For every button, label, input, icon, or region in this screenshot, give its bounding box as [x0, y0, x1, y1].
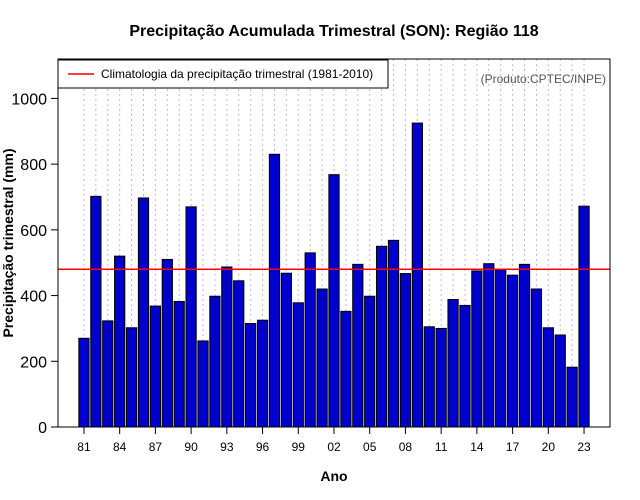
bars — [78, 122, 590, 428]
bar-1989 — [173, 300, 185, 428]
x-axis: 81 84 87 90 93 96 99 02 05 08 11 14 17 20 23 — [77, 427, 591, 454]
x-axis-title: Ano — [320, 468, 347, 484]
y-axis-title: Precipitação trimestral (mm) — [0, 148, 16, 337]
y-tick-label: 200 — [20, 354, 47, 371]
bar-1986 — [137, 197, 150, 428]
bar-2005 — [364, 295, 376, 428]
x-tick-label: 20 — [542, 440, 556, 454]
bar-2016 — [495, 269, 507, 428]
bar-1981 — [78, 337, 90, 428]
bar-1988 — [161, 258, 173, 428]
bar-1995 — [245, 323, 257, 428]
legend-label: Climatologia da precipitação trimestral … — [101, 67, 373, 81]
bar-1984 — [114, 255, 126, 428]
bar-2014 — [471, 270, 483, 428]
x-tick-label: 17 — [506, 440, 520, 454]
bar-2019 — [530, 288, 543, 428]
x-tick-label: 84 — [113, 440, 127, 454]
bar-1996 — [256, 319, 269, 428]
legend: Climatologia da precipitação trimestral … — [57, 59, 389, 89]
y-axis: 0 200 400 600 800 1000 — [11, 91, 58, 437]
bar-2021 — [554, 334, 566, 428]
y-tick-label: 400 — [20, 289, 47, 306]
x-tick-label: 90 — [184, 440, 198, 454]
bar-1987 — [149, 305, 162, 428]
bar-2018 — [518, 263, 531, 428]
bar-2011 — [435, 327, 447, 428]
bar-1985 — [125, 327, 138, 428]
x-tick-label: 05 — [363, 440, 377, 454]
bar-2004 — [352, 263, 364, 428]
bar-2013 — [459, 304, 471, 428]
x-tick-label: 02 — [327, 440, 341, 454]
x-tick-label: 93 — [220, 440, 234, 454]
bar-1997 — [268, 153, 281, 428]
bar-2006 — [376, 245, 388, 428]
bar-2000 — [304, 252, 316, 428]
bar-1992 — [209, 295, 221, 428]
chart-title: Precipitação Acumulada Trimestral (SON):… — [129, 23, 538, 40]
product-credit: (Produto:CPTEC/INPE) — [481, 72, 606, 86]
bar-2020 — [542, 327, 554, 428]
bar-2015 — [483, 263, 495, 428]
bar-1990 — [185, 206, 197, 428]
bar-1994 — [233, 280, 245, 428]
x-tick-label: 81 — [77, 440, 91, 454]
bar-1993 — [221, 266, 233, 428]
bar-2017 — [506, 274, 519, 428]
bar-1999 — [292, 302, 304, 428]
x-tick-label: 11 — [435, 440, 448, 454]
bar-2001 — [316, 288, 328, 428]
legend-box — [57, 59, 389, 89]
y-tick-label: 1000 — [11, 91, 47, 108]
bar-1991 — [197, 340, 209, 428]
x-tick-label: 96 — [256, 440, 270, 454]
bar-2008 — [399, 273, 412, 428]
bar-1983 — [102, 320, 114, 428]
bar-2012 — [447, 299, 459, 428]
bar-2010 — [423, 326, 435, 428]
bar-2007 — [387, 239, 400, 428]
x-tick-label: 08 — [399, 440, 413, 454]
bar-1982 — [90, 195, 102, 428]
bar-2003 — [340, 310, 352, 428]
y-tick-label: 0 — [38, 420, 47, 437]
bar-2002 — [328, 174, 340, 428]
x-tick-label: 99 — [292, 440, 306, 454]
bar-1998 — [280, 272, 292, 428]
bar-2009 — [411, 122, 423, 428]
y-tick-label: 800 — [20, 157, 47, 174]
x-tick-label: 23 — [577, 440, 591, 454]
x-tick-label: 87 — [149, 440, 163, 454]
x-tick-label: 14 — [470, 440, 484, 454]
y-tick-label: 600 — [20, 223, 47, 240]
bar-2022 — [566, 366, 578, 428]
bar-2023 — [578, 205, 590, 428]
